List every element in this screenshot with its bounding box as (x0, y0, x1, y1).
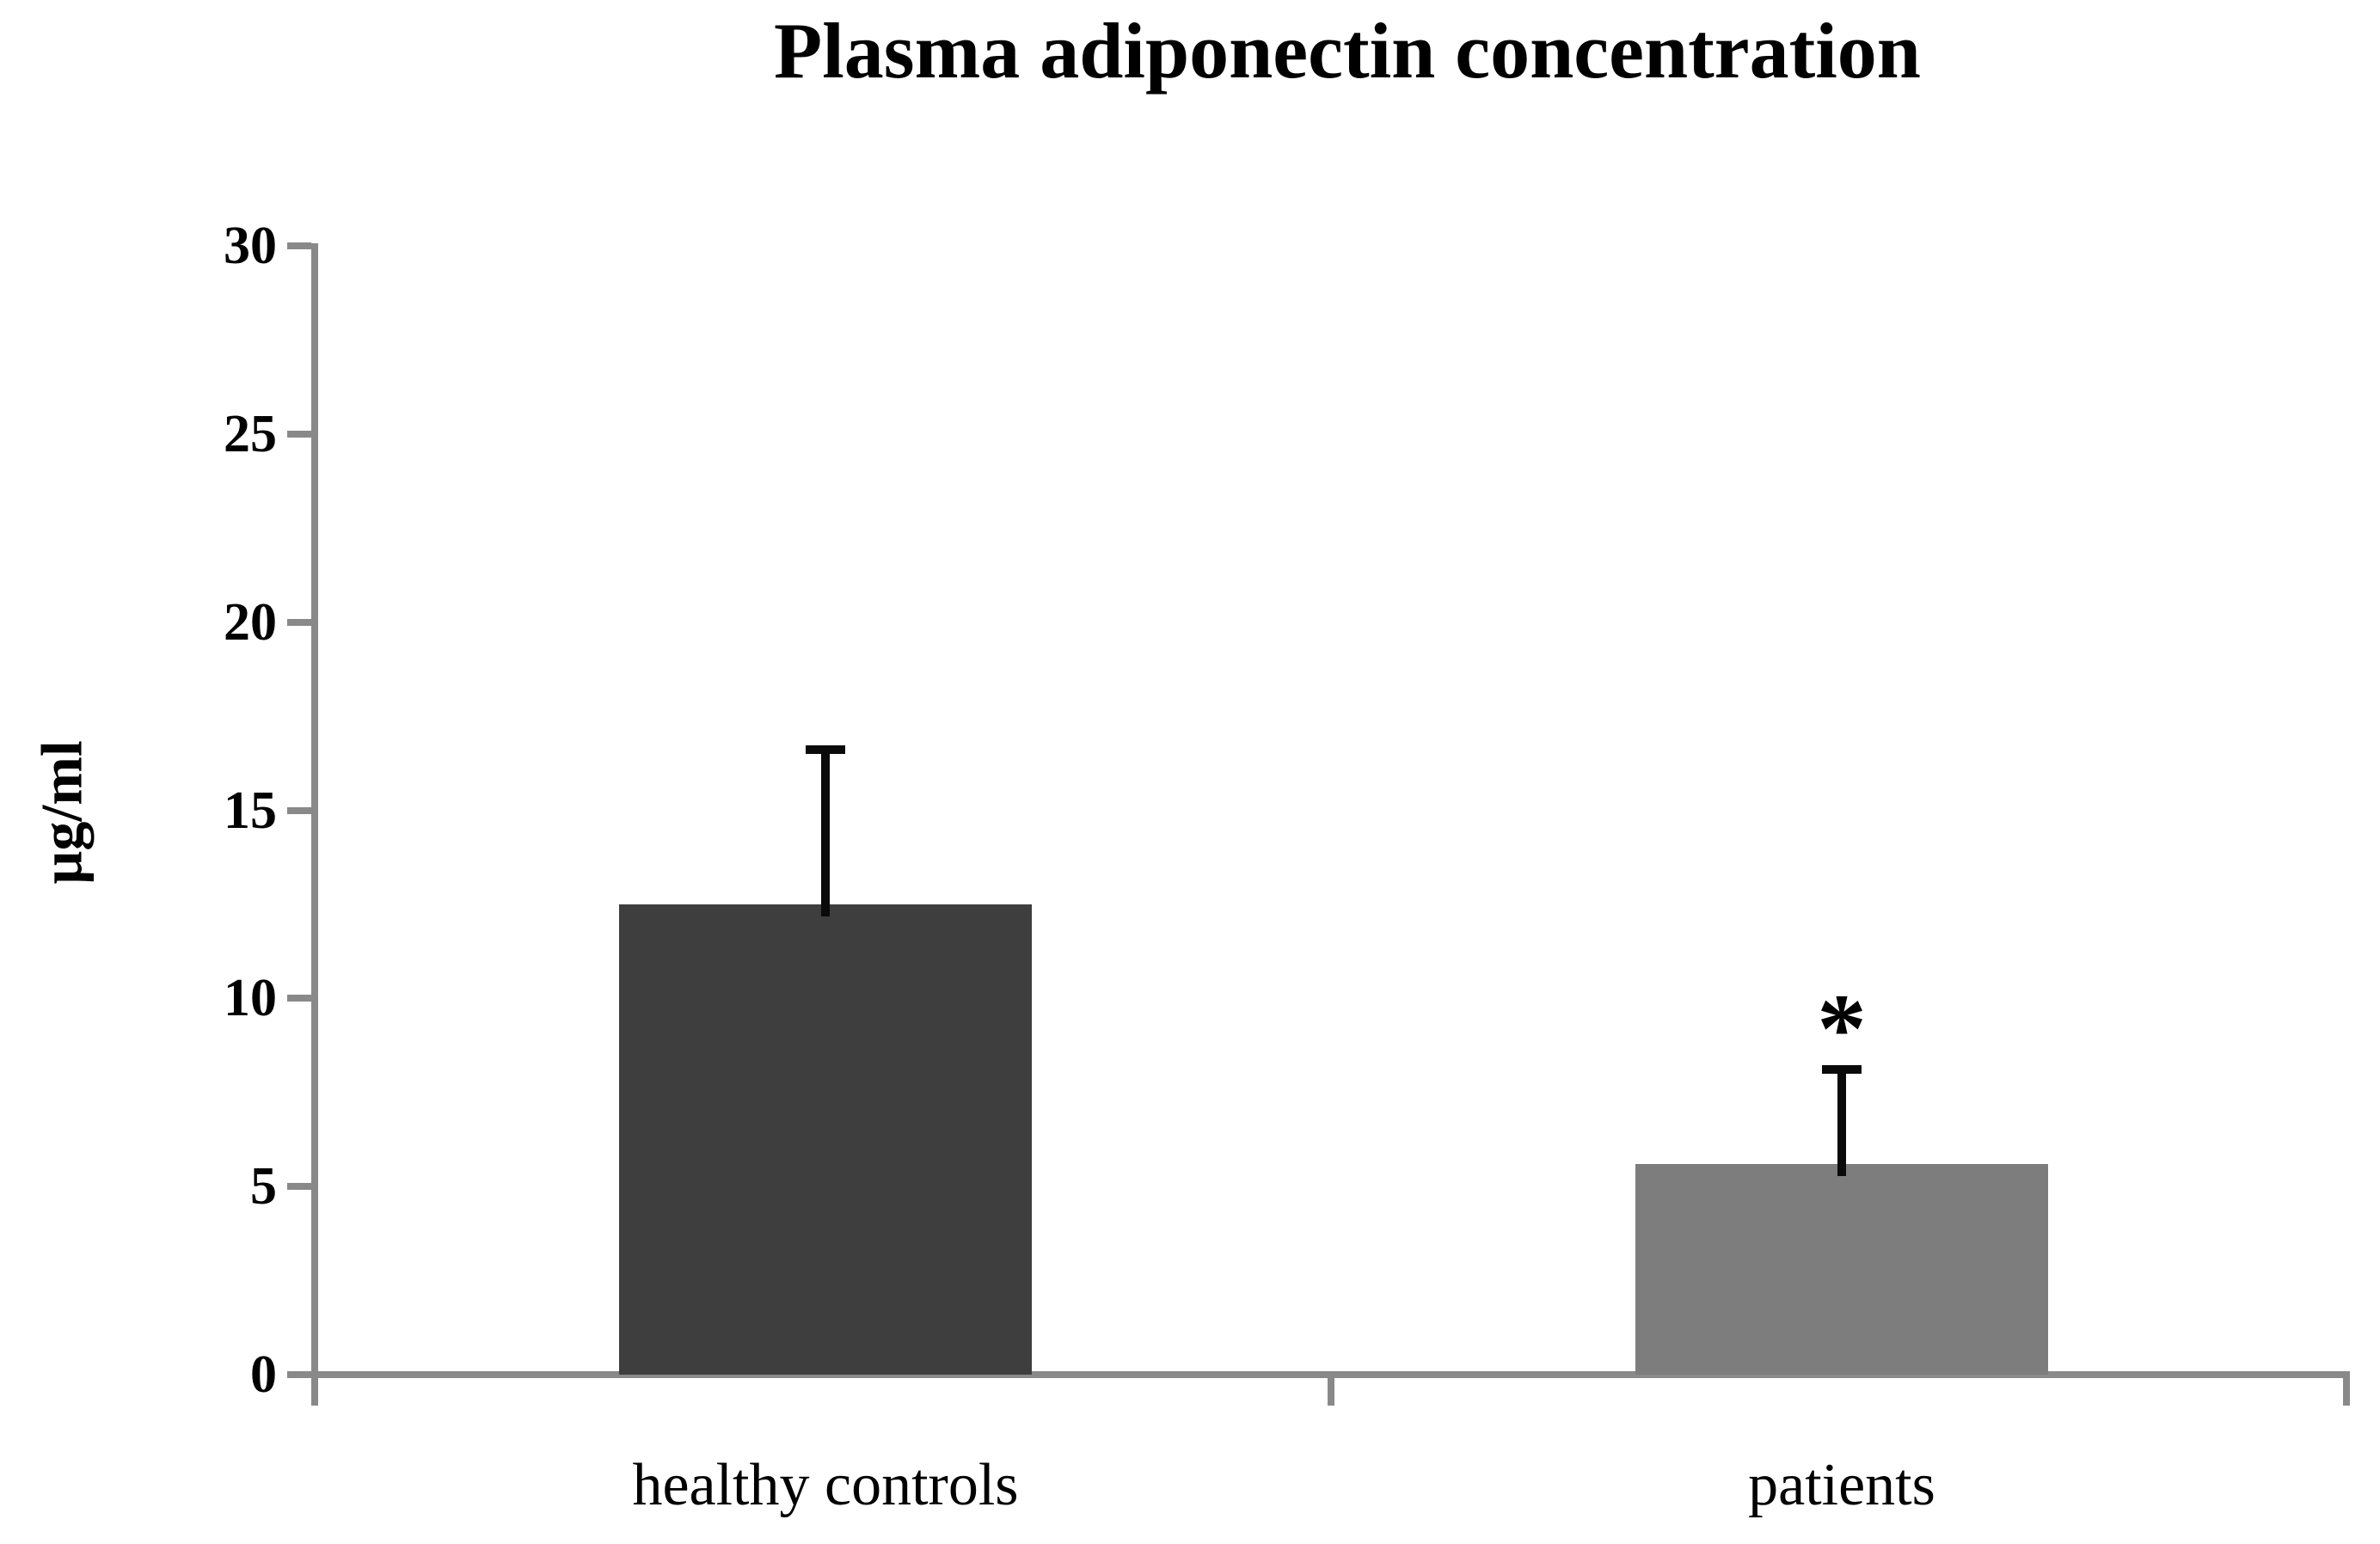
y-tick (287, 1183, 311, 1191)
chart-title: Plasma adiponectin concentration (774, 7, 1921, 95)
y-axis-line (311, 243, 318, 1406)
y-tick (287, 430, 311, 438)
bar (619, 904, 1032, 1375)
bar (1635, 1163, 2048, 1375)
significance-asterisk: * (1817, 974, 1867, 1084)
y-tick (287, 806, 311, 814)
x-tick (2343, 1375, 2350, 1406)
error-bar-cap (1822, 1065, 1862, 1075)
y-tick (287, 618, 311, 626)
x-axis-line (291, 1371, 2350, 1378)
y-tick (287, 995, 311, 1002)
y-tick (287, 242, 311, 249)
y-tick-label: 20 (224, 592, 277, 652)
y-tick-label: 30 (224, 217, 277, 275)
x-tick (1328, 1375, 1334, 1406)
y-tick-label: 5 (250, 1157, 277, 1216)
y-tick-label: 0 (250, 1345, 277, 1404)
category-label: healthy controls (632, 1452, 1019, 1518)
error-bar-line (1837, 1069, 1846, 1176)
error-bar-line (821, 750, 830, 916)
error-bar-cap (806, 745, 845, 755)
y-tick-label: 10 (224, 969, 277, 1028)
y-tick-label: 15 (224, 781, 277, 840)
y-tick-label: 25 (224, 404, 277, 463)
y-tick (287, 1371, 311, 1378)
category-label: patients (1748, 1452, 1935, 1518)
